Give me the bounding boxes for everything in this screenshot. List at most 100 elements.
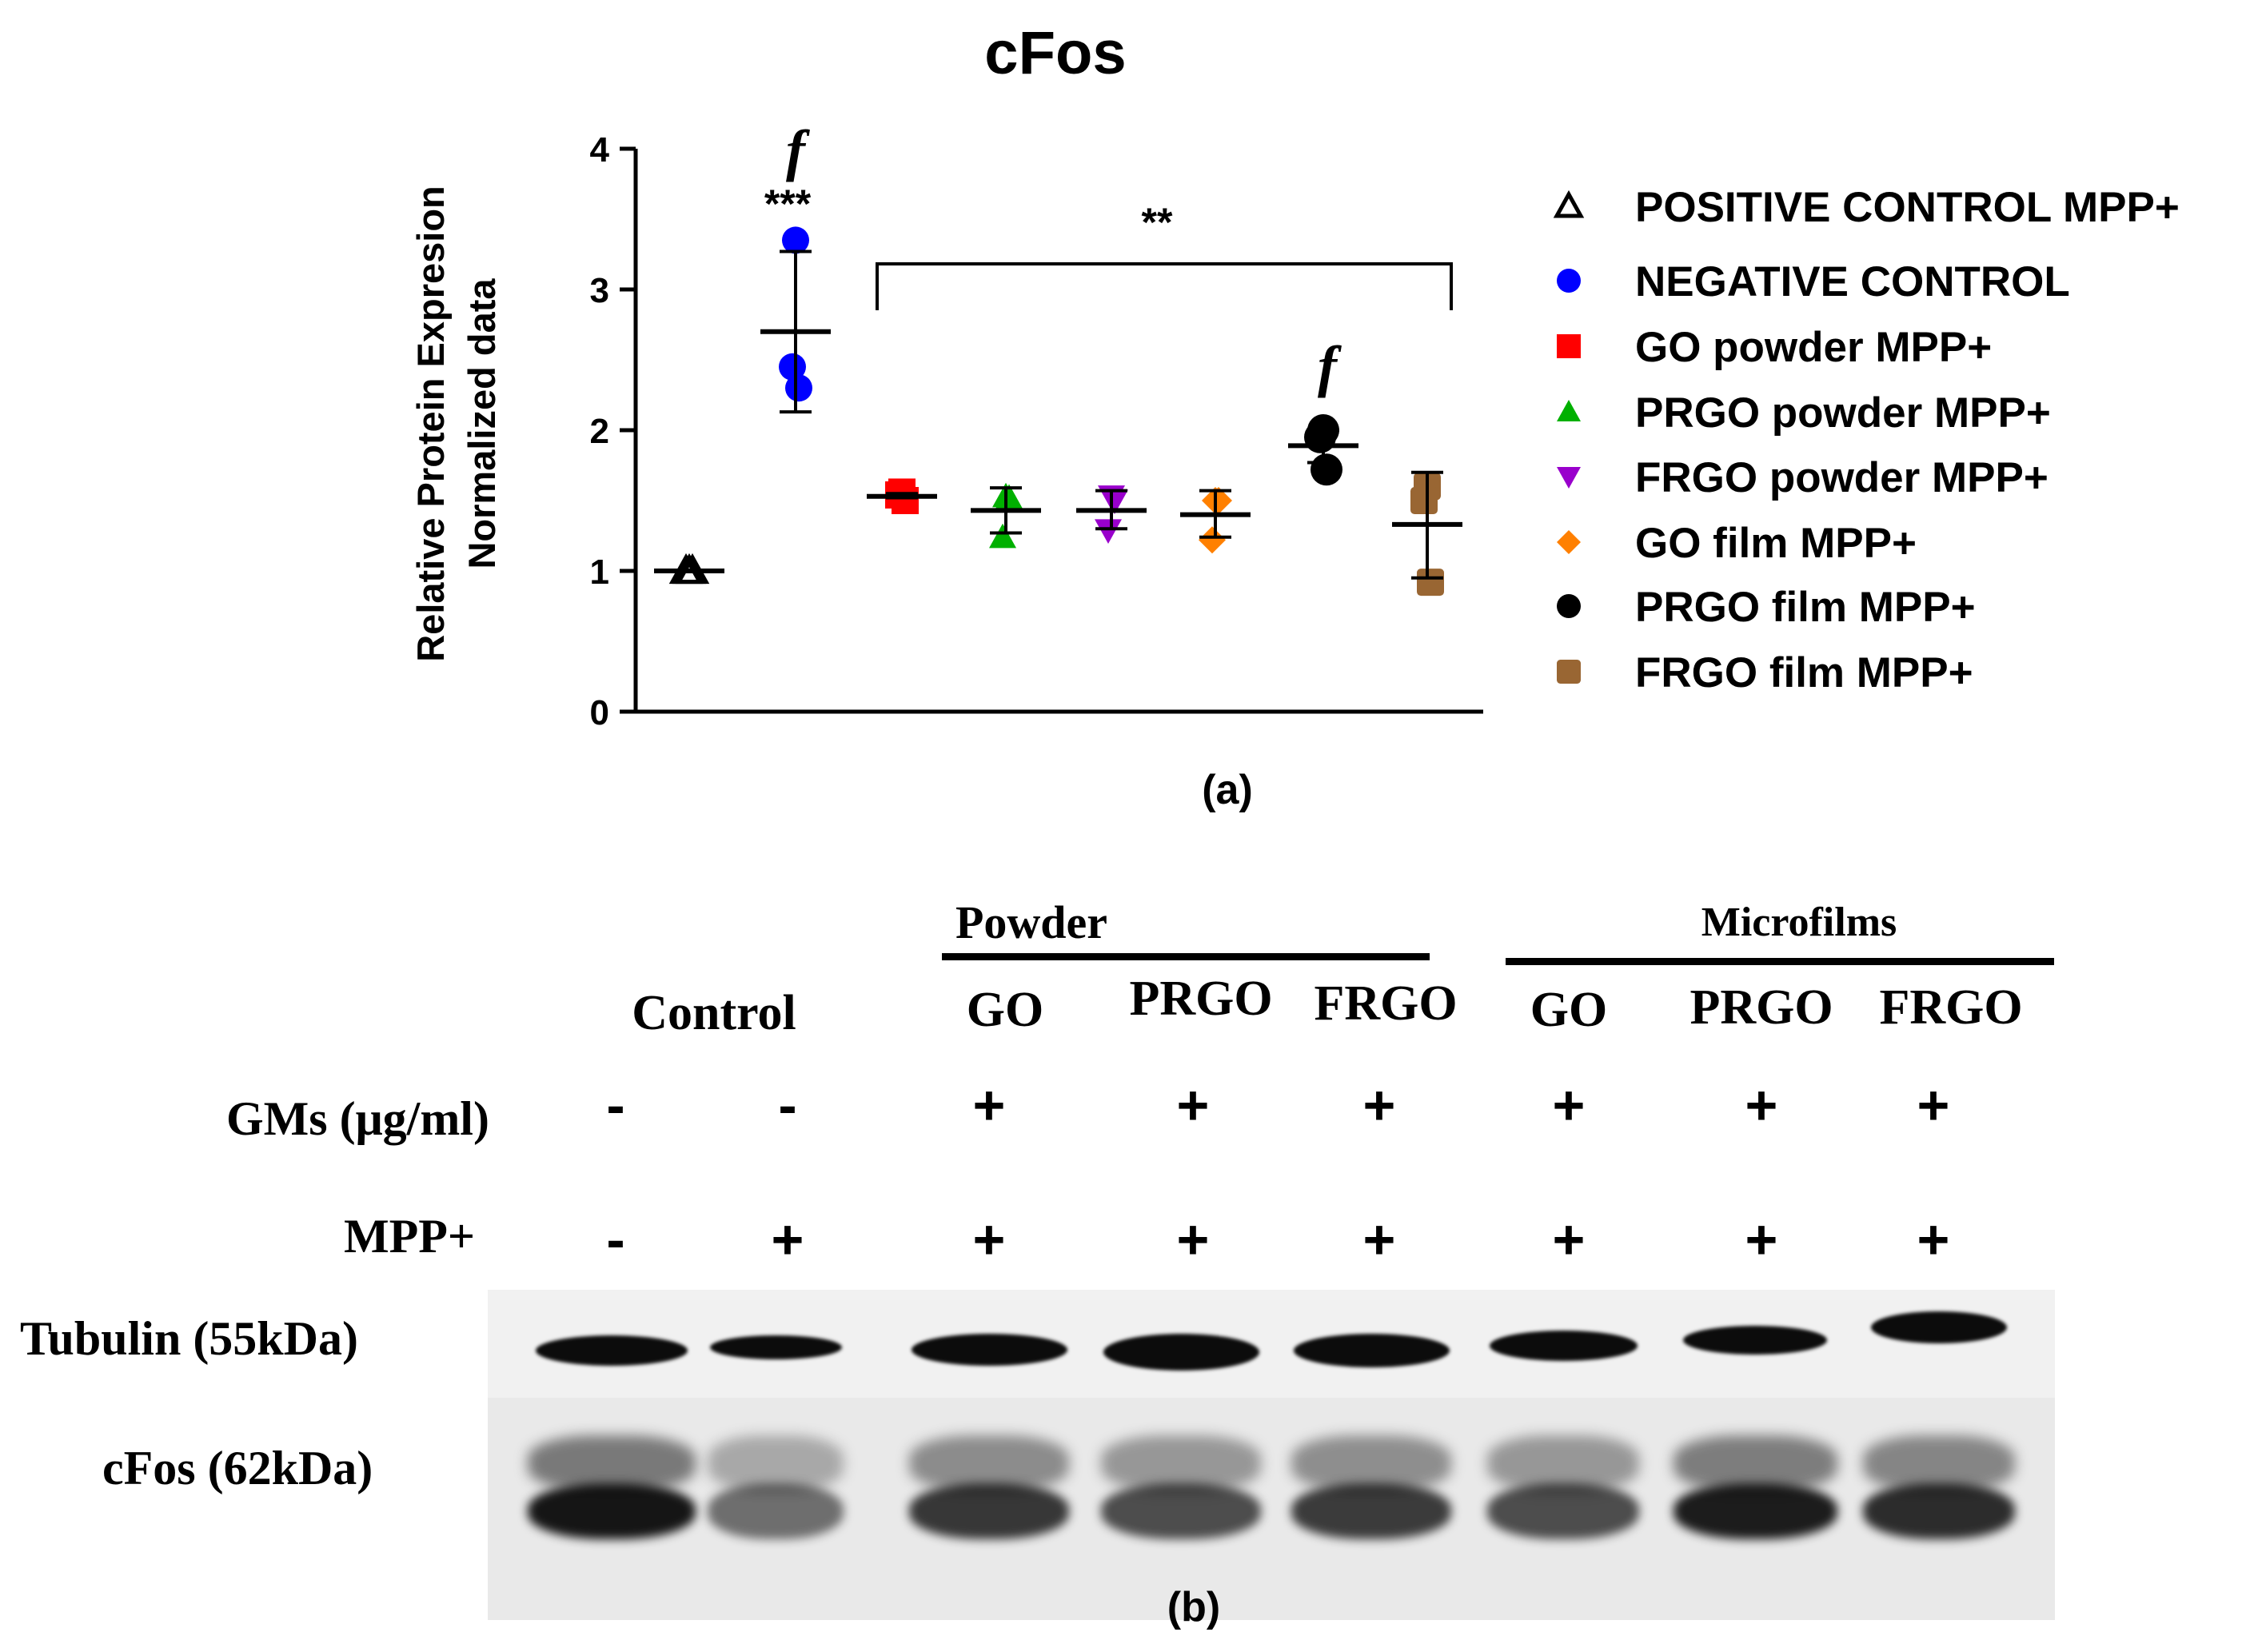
tubulin-band [1489, 1331, 1638, 1361]
legend-label: PRGO film MPP+ [1635, 584, 1976, 631]
data-point [1205, 487, 1232, 514]
legend-marker [1557, 269, 1581, 293]
data-point [1199, 526, 1226, 554]
mpp-sign: + [1176, 1208, 1210, 1271]
y-tick-label: 0 [590, 693, 609, 732]
mpp-sign: + [972, 1208, 1006, 1271]
legend-marker [1557, 467, 1581, 489]
chart-title: cFos [984, 19, 1126, 87]
gms-sign: + [1552, 1074, 1586, 1136]
mpp-sign: + [1552, 1208, 1586, 1271]
legend-marker [1557, 334, 1581, 358]
cfos-band-lower [1673, 1483, 1837, 1539]
tubulin-band [1683, 1326, 1827, 1355]
tubulin-band [709, 1335, 842, 1359]
legend-label: FRGO powder MPP+ [1635, 454, 2049, 501]
y-ticks: 0 1 2 3 4 [590, 130, 636, 732]
group-microfilms-line [1506, 958, 2054, 965]
y-axis-label: Relative Protein Expresion Normalized da… [409, 186, 503, 662]
cfos-band-lower [1101, 1483, 1261, 1539]
series-group [971, 482, 1041, 549]
y-tick-label: 2 [590, 412, 609, 451]
legend-marker [1553, 190, 1585, 218]
cfos-band-lower [909, 1483, 1069, 1539]
gms-sign: + [1917, 1074, 1950, 1136]
mpp-sign: + [1745, 1208, 1778, 1271]
series-group [760, 226, 831, 414]
tubulin-band [536, 1335, 688, 1366]
prgo-film-f: f [1318, 334, 1342, 398]
series-group [1392, 470, 1462, 597]
control-label: Control [632, 986, 796, 1040]
group-powder-line [942, 953, 1430, 960]
legend-marker [1557, 400, 1581, 421]
data-point [1101, 489, 1128, 514]
legend-label: POSITIVE CONTROL MPP+ [1635, 184, 2180, 231]
plot-marks [654, 226, 1462, 597]
data-point [1311, 453, 1342, 486]
mpp-label: MPP+ [344, 1210, 476, 1263]
negative-control-stars: *** [764, 182, 812, 226]
significance-bracket [876, 262, 1453, 310]
legend-label: GO powder MPP+ [1635, 324, 1992, 371]
lane-label: GO [966, 983, 1044, 1037]
data-point [995, 484, 1023, 509]
cfos-chart: cFos Relative Protein Expresion Normaliz… [409, 19, 2180, 813]
legend-label: GO film MPP+ [1635, 520, 1917, 567]
gms-sign: + [972, 1074, 1006, 1136]
y-axis-label-line1: Relative Protein Expresion [409, 186, 452, 662]
series-group [1180, 487, 1251, 554]
y-tick-label: 3 [590, 271, 609, 310]
lane-label: GO [1530, 983, 1608, 1037]
data-point [1304, 421, 1336, 453]
lane-label: PRGO [1129, 972, 1273, 1026]
y-tick-label: 4 [590, 130, 610, 170]
mpp-sign: - [606, 1208, 625, 1271]
series-group [1288, 414, 1358, 486]
cfos-band-upper [708, 1435, 844, 1491]
data-point [1095, 519, 1122, 544]
mpp-sign: + [1917, 1208, 1950, 1271]
legend: POSITIVE CONTROL MPP+ NEGATIVE CONTROL GO … [1553, 184, 2180, 696]
cfos-band-upper [1291, 1435, 1451, 1491]
cfos-band-lower [1291, 1483, 1451, 1539]
data-point [779, 353, 806, 381]
panel-b-label: (b) [1167, 1584, 1221, 1630]
western-blot-panel: Powder Microfilms Control GO PRGO FRGO GO PR… [0, 864, 2254, 1652]
data-point [892, 487, 919, 514]
cfos-band-lower [528, 1483, 696, 1539]
cfos-band-upper [528, 1435, 696, 1491]
series-group [1076, 485, 1147, 544]
series-group [867, 478, 937, 514]
legend-marker [1557, 594, 1581, 618]
lane-label: FRGO [1314, 976, 1458, 1031]
legend-label: FRGO film MPP+ [1635, 649, 1973, 696]
cfos-band-lower [708, 1483, 844, 1539]
gms-sign: + [1745, 1074, 1778, 1136]
cfos-band-upper [1487, 1435, 1639, 1491]
tubulin-label: Tubulin (55kDa) [20, 1312, 358, 1365]
gms-sign: + [1362, 1074, 1396, 1136]
series-group [654, 553, 724, 585]
bracket-stars: ** [1142, 200, 1173, 245]
data-point [782, 226, 809, 254]
cfos-band-upper [1673, 1435, 1837, 1491]
lane-label: FRGO [1879, 980, 2023, 1035]
data-point [989, 523, 1016, 549]
data-point [1410, 487, 1438, 514]
cfos-band-upper [1863, 1435, 2015, 1491]
group-powder-label: Powder [955, 896, 1108, 948]
mpp-sign: + [1362, 1208, 1396, 1271]
gms-sign: - [606, 1074, 625, 1136]
mpp-sign: + [771, 1208, 804, 1271]
cfos-band-upper [909, 1435, 1069, 1491]
lane-label: PRGO [1690, 980, 1833, 1035]
tubulin-band [911, 1334, 1067, 1366]
cfos-band-upper [1101, 1435, 1261, 1491]
cfos-band-lower [1487, 1483, 1639, 1539]
legend-marker [1557, 530, 1581, 554]
group-microfilms-label: Microfilms [1701, 900, 1897, 945]
panel-a-label: (a) [1202, 767, 1253, 813]
data-point [785, 374, 812, 402]
tubulin-band [1871, 1311, 2007, 1343]
